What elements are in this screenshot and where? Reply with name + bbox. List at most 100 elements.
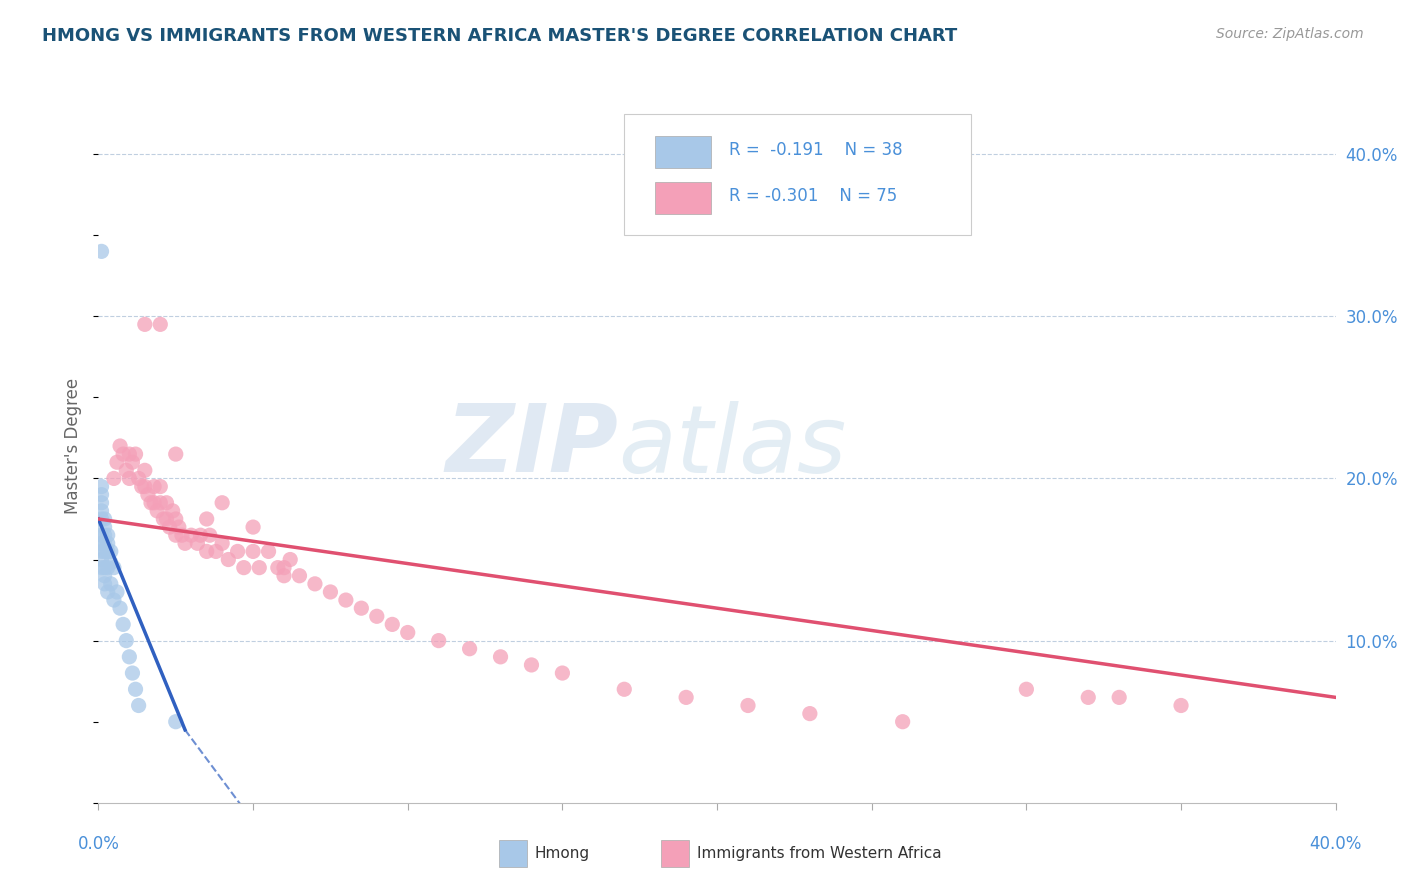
FancyBboxPatch shape xyxy=(499,840,527,867)
Text: R = -0.301    N = 75: R = -0.301 N = 75 xyxy=(730,187,897,205)
Point xyxy=(242,520,264,534)
Point xyxy=(90,560,112,574)
Point xyxy=(427,633,450,648)
Point xyxy=(186,536,208,550)
Point xyxy=(891,714,914,729)
Y-axis label: Master's Degree: Master's Degree xyxy=(65,378,83,514)
FancyBboxPatch shape xyxy=(655,182,711,214)
Point xyxy=(799,706,821,721)
Point xyxy=(737,698,759,713)
Text: Immigrants from Western Africa: Immigrants from Western Africa xyxy=(697,847,942,861)
Point xyxy=(247,560,270,574)
Text: 40.0%: 40.0% xyxy=(1309,835,1362,853)
Point xyxy=(195,544,218,558)
Point xyxy=(103,471,125,485)
Point xyxy=(489,649,512,664)
Point xyxy=(167,520,190,534)
Point xyxy=(105,585,128,599)
Point xyxy=(121,455,143,469)
Point xyxy=(93,560,115,574)
Point xyxy=(100,556,122,570)
Point xyxy=(1015,682,1038,697)
Text: R =  -0.191    N = 38: R = -0.191 N = 38 xyxy=(730,141,903,159)
Point xyxy=(112,617,135,632)
Point xyxy=(155,512,177,526)
Point xyxy=(458,641,481,656)
Point xyxy=(97,528,120,542)
Point xyxy=(97,536,120,550)
Point xyxy=(90,244,112,259)
Point xyxy=(1170,698,1192,713)
Point xyxy=(211,496,233,510)
Point xyxy=(366,609,388,624)
Point xyxy=(165,714,187,729)
Point xyxy=(134,479,156,493)
Point xyxy=(134,463,156,477)
Point xyxy=(165,528,187,542)
Point xyxy=(90,496,112,510)
Point xyxy=(90,536,112,550)
Point xyxy=(100,544,122,558)
Point xyxy=(93,520,115,534)
Point xyxy=(232,560,254,574)
Point xyxy=(152,512,174,526)
FancyBboxPatch shape xyxy=(661,840,689,867)
Point xyxy=(190,528,212,542)
Point xyxy=(278,552,301,566)
Point xyxy=(90,552,112,566)
Point xyxy=(1108,690,1130,705)
FancyBboxPatch shape xyxy=(655,136,711,168)
Point xyxy=(319,585,342,599)
Text: atlas: atlas xyxy=(619,401,846,491)
Point xyxy=(170,528,193,542)
Point xyxy=(134,318,156,332)
Point xyxy=(267,560,290,574)
Point xyxy=(136,488,159,502)
FancyBboxPatch shape xyxy=(624,114,970,235)
Point xyxy=(90,479,112,493)
Point xyxy=(90,504,112,518)
Point xyxy=(257,544,280,558)
Point xyxy=(288,568,311,582)
Point xyxy=(93,577,115,591)
Point xyxy=(396,625,419,640)
Point xyxy=(217,552,239,566)
Point xyxy=(381,617,404,632)
Point xyxy=(205,544,228,558)
Point xyxy=(198,528,221,542)
Point xyxy=(121,666,143,681)
Point xyxy=(273,568,295,582)
Point xyxy=(90,512,112,526)
Point xyxy=(93,544,115,558)
Point xyxy=(118,649,141,664)
Point xyxy=(211,536,233,550)
Point xyxy=(93,568,115,582)
Point xyxy=(146,504,169,518)
Point xyxy=(149,479,172,493)
Point xyxy=(90,528,112,542)
Point xyxy=(273,560,295,574)
Point xyxy=(115,633,138,648)
Point xyxy=(613,682,636,697)
Point xyxy=(195,512,218,526)
Point xyxy=(103,593,125,607)
Point xyxy=(97,544,120,558)
Text: Hmong: Hmong xyxy=(534,847,589,861)
Point xyxy=(90,544,112,558)
Point xyxy=(124,682,146,697)
Point xyxy=(335,593,357,607)
Point xyxy=(304,577,326,591)
Text: Source: ZipAtlas.com: Source: ZipAtlas.com xyxy=(1216,27,1364,41)
Point xyxy=(118,447,141,461)
Point xyxy=(1077,690,1099,705)
Text: ZIP: ZIP xyxy=(446,400,619,492)
Point xyxy=(165,447,187,461)
Point xyxy=(131,479,153,493)
Point xyxy=(97,585,120,599)
Point xyxy=(159,520,181,534)
Point xyxy=(97,560,120,574)
Point xyxy=(93,536,115,550)
Point xyxy=(149,318,172,332)
Point xyxy=(149,496,172,510)
Point xyxy=(118,471,141,485)
